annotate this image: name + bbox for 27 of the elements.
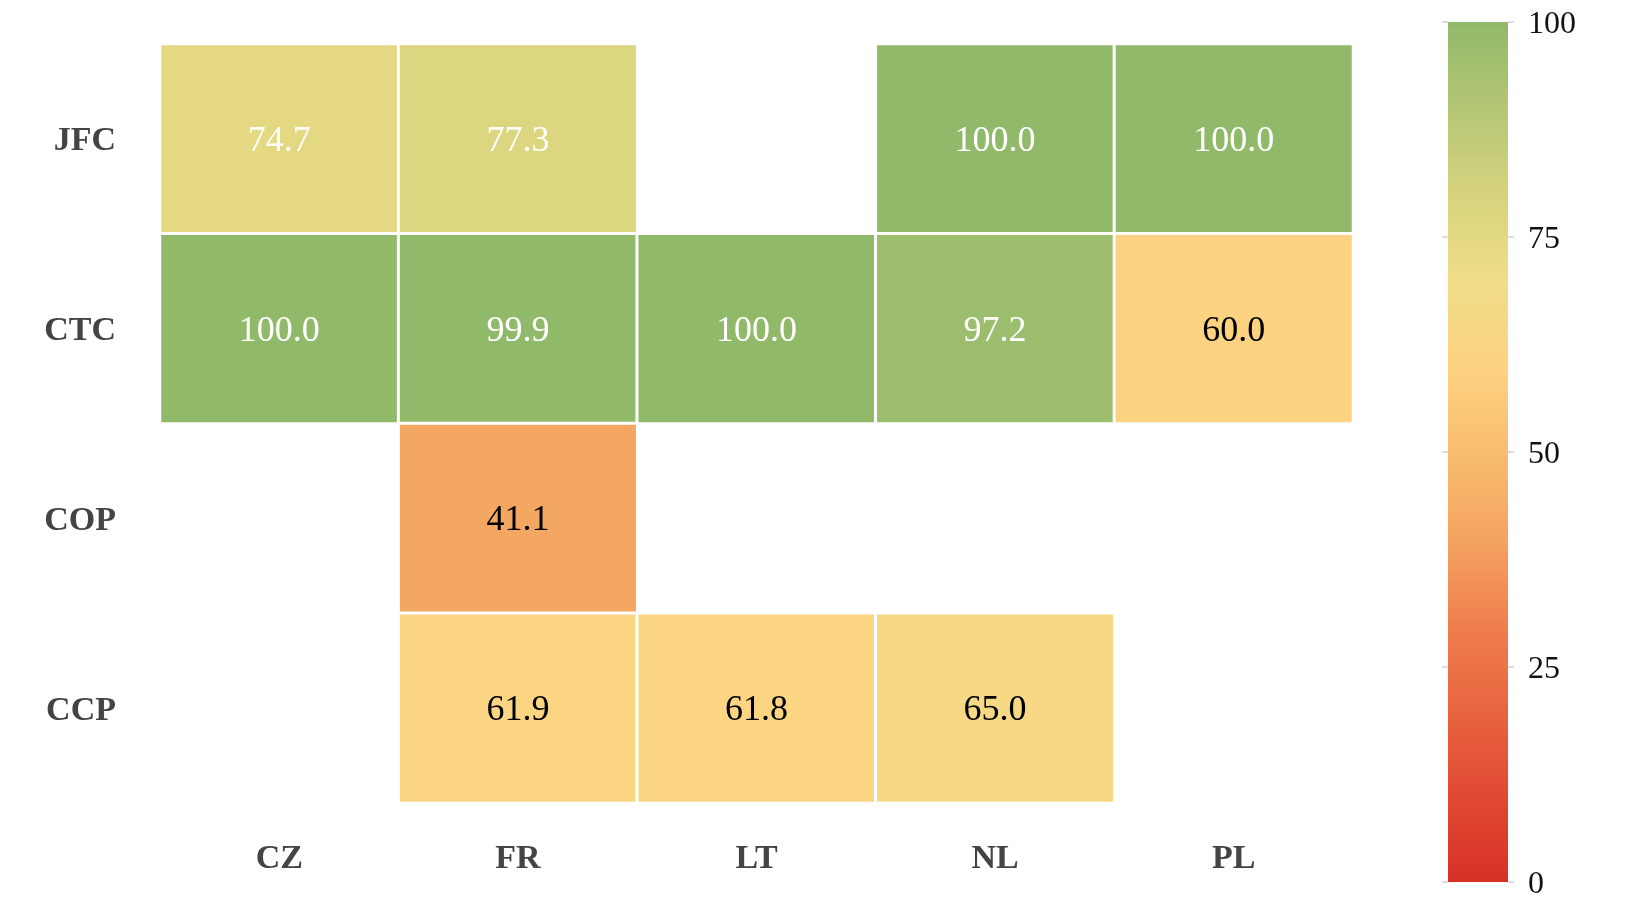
x-tick-label: FR	[495, 837, 541, 875]
color-bar-label: 75	[1528, 219, 1560, 255]
data-label: 61.9	[486, 688, 550, 729]
data-label: 60.0	[1202, 308, 1266, 349]
data-label: 74.7	[247, 118, 311, 159]
y-tick-label: JFC	[53, 120, 116, 158]
data-label: 65.0	[963, 688, 1027, 729]
color-bar-label: 50	[1528, 434, 1560, 470]
data-label: 100.0	[954, 118, 1036, 159]
color-bar-label: 0	[1528, 864, 1544, 900]
data-label: 61.8	[725, 688, 788, 729]
x-tick-label: LT	[735, 837, 778, 875]
y-tick-label: CCP	[46, 689, 116, 727]
data-label: 100.0	[1193, 118, 1275, 159]
data-label: 77.3	[486, 118, 550, 159]
data-label: 100.0	[716, 308, 797, 349]
color-bar-label: 25	[1528, 649, 1560, 685]
data-label: 41.1	[486, 498, 550, 539]
data-label: 100.0	[238, 308, 320, 349]
data-label: 99.9	[486, 308, 550, 349]
y-tick-label: COP	[44, 499, 116, 537]
y-tick-label: CTC	[44, 310, 116, 348]
x-tick-label: PL	[1211, 837, 1256, 875]
x-tick-label: CZ	[255, 837, 303, 875]
color-bar-label: 100	[1528, 4, 1576, 40]
data-label: 97.2	[963, 308, 1027, 349]
x-tick-label: NL	[971, 837, 1019, 875]
